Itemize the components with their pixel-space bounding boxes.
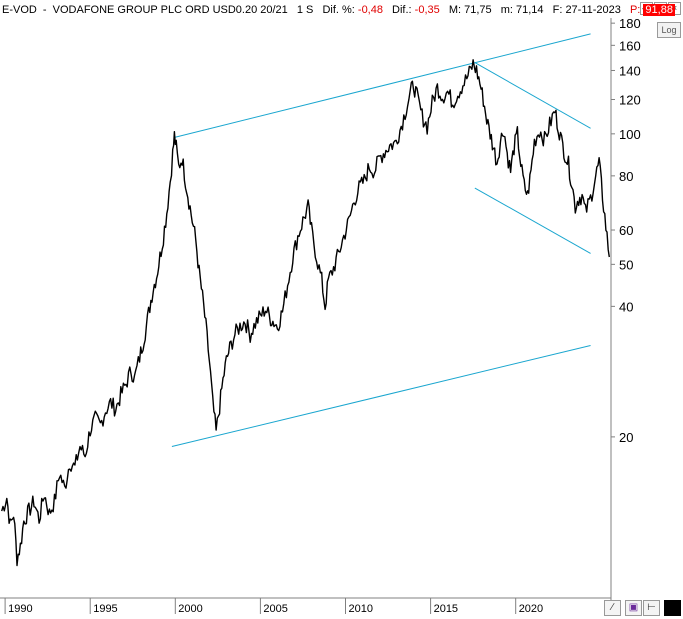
dif-label: Dif.: xyxy=(392,4,412,16)
trendline xyxy=(474,187,591,254)
x-tick-label: 2015 xyxy=(434,603,458,615)
x-tick-label: 1990 xyxy=(8,603,32,615)
x-tick-label: 2005 xyxy=(263,603,287,615)
trendline xyxy=(173,33,591,139)
y-tick-label: 160 xyxy=(619,38,641,53)
max-label: M: xyxy=(448,4,462,16)
date-label: F: xyxy=(552,4,563,16)
p-value: 91,88 xyxy=(643,4,675,16)
p-label: P: xyxy=(629,4,641,16)
dif-pct-value: -0,48 xyxy=(357,4,383,16)
min-value: 71,14 xyxy=(516,4,544,16)
max-value: 71,75 xyxy=(464,4,492,16)
y-tick-label: 120 xyxy=(619,93,641,108)
y-tick-label: 140 xyxy=(619,63,641,78)
x-tick-label: 2020 xyxy=(519,603,543,615)
scroll-icon[interactable]: ∕ xyxy=(604,600,621,616)
y-tick-label: 80 xyxy=(619,169,633,184)
trendline xyxy=(474,62,591,129)
log-scale-button[interactable]: Log xyxy=(657,22,681,38)
pin-icon[interactable]: ⊢ xyxy=(643,600,660,616)
period: 1 S xyxy=(296,4,314,16)
save-icon[interactable]: ▣ xyxy=(625,600,642,616)
color-swatch-icon[interactable] xyxy=(664,600,681,616)
trendline-layer xyxy=(171,33,591,448)
x-tick-label: 2000 xyxy=(178,603,202,615)
date-value: 27-11-2023 xyxy=(565,4,621,16)
axes-layer: 20 40 50 60 80 100 120 140 160 180 1990 1995 2000 200… xyxy=(0,16,641,615)
dif-pct-label: Dif. %: xyxy=(322,4,355,16)
dif-value: -0,35 xyxy=(414,4,440,16)
trendline xyxy=(171,344,591,448)
series-layer xyxy=(1,59,610,567)
symbol-code: E-VOD xyxy=(2,4,37,16)
price-series-line xyxy=(1,59,610,567)
chart-header: E-VOD - VODAFONE GROUP PLC ORD USD0.20 2… xyxy=(2,4,675,16)
y-tick-label: 180 xyxy=(619,16,641,31)
y-tick-label: 40 xyxy=(619,299,633,314)
instrument-name: VODAFONE GROUP PLC ORD USD0.20 20/21 xyxy=(52,4,288,16)
y-tick-label: 100 xyxy=(619,127,641,142)
y-tick-label: 60 xyxy=(619,223,633,238)
x-tick-label: 1995 xyxy=(93,603,117,615)
y-tick-label: 50 xyxy=(619,257,633,272)
min-label: m: xyxy=(500,4,513,16)
y-tick-label: 20 xyxy=(619,430,633,445)
x-tick-label: 2010 xyxy=(348,603,372,615)
